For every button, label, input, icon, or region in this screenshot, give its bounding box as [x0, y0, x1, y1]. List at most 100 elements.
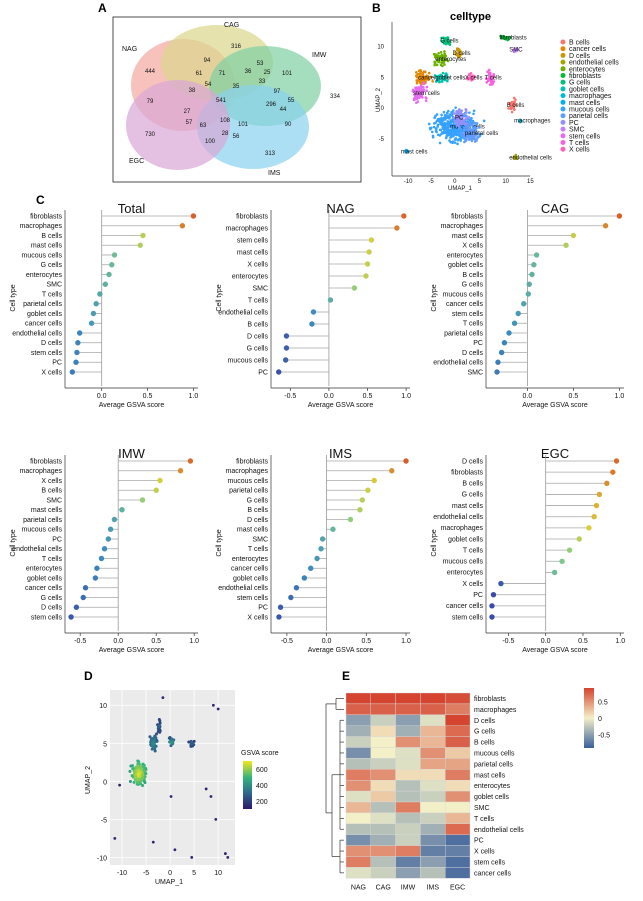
umap-legend-swatch	[560, 119, 566, 125]
heatmap-cell	[420, 714, 446, 726]
lollipop-ylabel: Cell type	[431, 529, 438, 556]
lollipop-dot	[88, 320, 95, 326]
gsva-xlabel: UMAP_1	[155, 879, 183, 886]
umap-point	[454, 116, 458, 120]
umap-point	[435, 119, 439, 123]
umap-legend-label: PC	[569, 120, 579, 127]
gsva-point	[209, 795, 213, 798]
lollipop-category-label: D cells	[41, 605, 63, 612]
umap-legend-label: parietal cells	[569, 113, 608, 120]
heatmap-row-label: G cells	[474, 729, 496, 736]
gsva-point	[128, 779, 132, 783]
heatmap-cell	[345, 801, 371, 814]
umap-point	[465, 111, 468, 114]
lollipop-xtick: 1.0	[189, 638, 199, 645]
umap-point	[458, 113, 462, 116]
heatmap-cell	[345, 790, 371, 803]
umap-point	[457, 109, 460, 113]
heatmap-cell	[445, 845, 471, 857]
venn-count: 36	[245, 69, 252, 75]
umap-cluster-label: SMC	[509, 48, 523, 54]
umap-point	[437, 78, 440, 82]
heatmap-row-label: cancer cells	[474, 870, 511, 877]
lollipop-xtick: 0.5	[569, 393, 579, 400]
lollipop-xtick: 0.0	[541, 638, 551, 645]
umap-point	[443, 63, 446, 66]
gsva-colorbar	[243, 761, 252, 809]
umap-point	[490, 79, 494, 83]
umap-point	[439, 55, 443, 59]
lollipop-category-label: fibroblasts	[451, 469, 483, 476]
heatmap-cell	[345, 758, 371, 770]
umap-cluster-label: parietal cells	[465, 131, 498, 137]
umap-point	[460, 125, 464, 129]
heatmap-colorbar	[584, 688, 594, 748]
umap-point	[434, 127, 438, 130]
umap-legend-label: cancer cells	[569, 46, 606, 53]
heatmap-cell	[345, 845, 371, 857]
venn-count: 100	[205, 139, 216, 145]
heatmap-cell	[445, 725, 471, 737]
lollipop-category-label: macrophages	[20, 223, 63, 230]
umap-point	[419, 69, 423, 73]
lollipop-category-label: endothelial cells	[12, 330, 62, 337]
umap-point	[471, 123, 474, 127]
lollipop-category-label: G cells	[462, 282, 484, 289]
umap-point	[431, 134, 435, 138]
heatmap-cell	[370, 692, 396, 705]
gsva-point	[136, 769, 140, 773]
lollipop-category-label: SMC	[252, 536, 268, 543]
lollipop-dot	[111, 252, 118, 258]
umap-point	[440, 132, 443, 136]
heatmap-cell	[345, 703, 371, 716]
lollipop-category-label: goblet cells	[27, 575, 63, 582]
heatmap-cell	[395, 725, 421, 737]
umap-point	[472, 109, 476, 113]
umap-cluster-label: T cells	[485, 75, 502, 81]
lollipop-xtick: 0.0	[324, 393, 334, 400]
heatmap-cell	[345, 747, 371, 759]
venn-count: 61	[196, 71, 203, 77]
umap-point	[419, 78, 422, 81]
lollipop-xtick: 0.5	[578, 638, 588, 645]
lollipop-category-label: mast cells	[237, 527, 269, 534]
gsva-point	[154, 732, 158, 736]
umap-legend-label: stem cells	[569, 133, 601, 140]
lollipop-chart-egc: EGC D cells fibroblasts B cells G cells mast …	[431, 446, 625, 654]
venn-count: 94	[204, 58, 211, 64]
umap-legend-swatch	[560, 126, 566, 132]
heatmap-row-label: D cells	[474, 718, 496, 725]
heatmap-cell	[370, 790, 396, 803]
heatmap-col-label: NAG	[351, 884, 366, 891]
umap-legend-swatch	[560, 99, 566, 105]
venn-count: 334	[330, 94, 341, 100]
lollipop-dot	[489, 603, 495, 609]
umap-point	[418, 80, 422, 84]
lollipop-dot	[153, 487, 159, 493]
heatmap-cell	[395, 703, 421, 716]
umap-point	[455, 111, 458, 115]
umap-point	[421, 92, 424, 95]
heatmap-cell	[395, 736, 421, 748]
heatmap-row-label: stem cells	[474, 860, 506, 867]
gsva-point	[128, 769, 132, 773]
umap-legend-swatch	[560, 140, 566, 145]
umap-cluster-label: mast cells	[401, 149, 428, 155]
heatmap-row-label: mucous cells	[474, 751, 515, 758]
gsva-point	[167, 736, 171, 740]
gsva-point	[223, 852, 227, 855]
lollipop-dot	[282, 357, 289, 363]
lollipop-dot	[310, 309, 317, 315]
heatmap-cell	[370, 845, 396, 857]
umap-point	[463, 140, 466, 144]
gsva-xtick: 0	[168, 870, 172, 877]
lollipop-dot	[283, 333, 290, 339]
lollipop-dot	[586, 525, 592, 531]
umap-point	[429, 75, 433, 79]
gsva-xtick: -5	[143, 870, 149, 877]
lollipop-category-label: B cells	[462, 272, 483, 279]
heatmap-cell	[445, 823, 471, 835]
venn-count: 90	[285, 122, 292, 128]
gsva-point	[142, 769, 146, 773]
lollipop-dot	[308, 565, 314, 571]
